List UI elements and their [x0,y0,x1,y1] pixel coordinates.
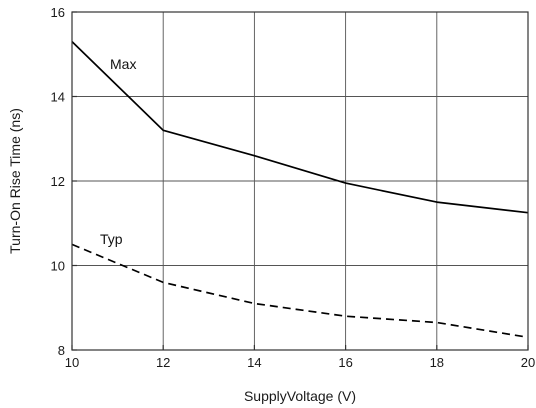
series-label-typ: Typ [100,231,123,247]
x-tick-label: 18 [430,355,444,370]
y-tick-label: 12 [51,174,65,189]
x-tick-label: 20 [521,355,535,370]
grid [71,11,529,351]
series-layer [71,40,529,339]
y-axis-label: Turn-On Rise Time (ns) [7,108,23,254]
x-tick-label: 10 [65,355,79,370]
series-label-max: Max [110,56,136,72]
y-tick-label: 16 [51,5,65,20]
y-tick-label: 10 [51,259,65,274]
x-tick-label: 12 [156,355,170,370]
x-axis-label: SupplyVoltage (V) [244,388,356,404]
series-line-max [71,40,529,214]
y-tick-label: 8 [58,343,65,358]
ticks [71,11,529,351]
x-tick-label: 14 [247,355,261,370]
series-line-typ [71,243,529,339]
y-tick-label: 14 [51,90,65,105]
x-tick-label: 16 [338,355,352,370]
